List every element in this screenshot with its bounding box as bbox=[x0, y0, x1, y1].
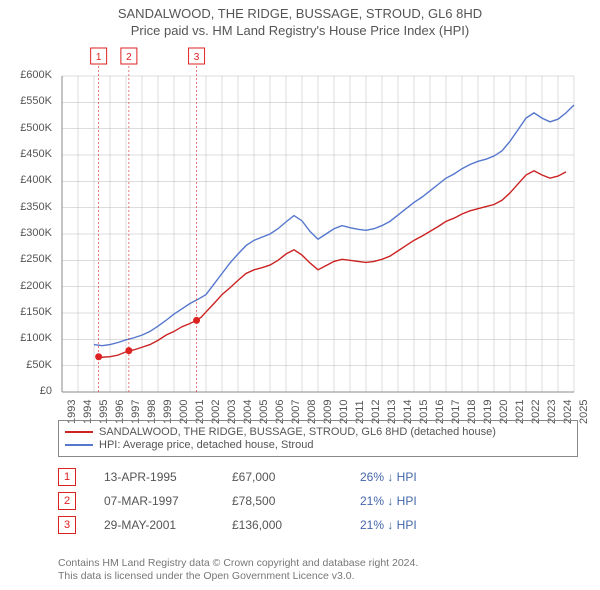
legend-label-hpi: HPI: Average price, detached house, Stro… bbox=[99, 439, 313, 451]
y-tick-label: £300K bbox=[2, 227, 52, 239]
legend-swatch-property bbox=[65, 431, 93, 433]
y-tick-label: £0 bbox=[2, 385, 52, 397]
y-tick-label: £100K bbox=[2, 332, 52, 344]
chart-title: SANDALWOOD, THE RIDGE, BUSSAGE, STROUD, … bbox=[0, 0, 600, 40]
y-tick-label: £50K bbox=[2, 359, 52, 371]
x-tick-label: 2025 bbox=[578, 400, 590, 424]
legend-swatch-hpi bbox=[65, 444, 93, 446]
event-row: 3 29-MAY-2001 £136,000 21% ↓ HPI bbox=[58, 516, 578, 534]
chart-svg: 1 2 3 bbox=[58, 46, 578, 406]
y-tick-label: £550K bbox=[2, 95, 52, 107]
y-tick-label: £450K bbox=[2, 148, 52, 160]
event-price: £136,000 bbox=[232, 518, 332, 532]
svg-text:2: 2 bbox=[126, 52, 132, 63]
y-tick-label: £350K bbox=[2, 201, 52, 213]
footer: Contains HM Land Registry data © Crown c… bbox=[58, 557, 418, 584]
title-line-1: SANDALWOOD, THE RIDGE, BUSSAGE, STROUD, … bbox=[0, 6, 600, 23]
event-badge: 1 bbox=[58, 468, 76, 486]
legend-row-hpi: HPI: Average price, detached house, Stro… bbox=[65, 439, 571, 451]
title-line-2: Price paid vs. HM Land Registry's House … bbox=[0, 23, 600, 40]
y-tick-label: £500K bbox=[2, 122, 52, 134]
event-badge: 2 bbox=[58, 492, 76, 510]
legend-row-property: SANDALWOOD, THE RIDGE, BUSSAGE, STROUD, … bbox=[65, 426, 571, 438]
legend-label-property: SANDALWOOD, THE RIDGE, BUSSAGE, STROUD, … bbox=[99, 426, 496, 438]
event-price: £78,500 bbox=[232, 494, 332, 508]
event-diff: 26% ↓ HPI bbox=[360, 470, 417, 484]
event-date: 13-APR-1995 bbox=[104, 470, 204, 484]
event-date: 07-MAR-1997 bbox=[104, 494, 204, 508]
footer-line-1: Contains HM Land Registry data © Crown c… bbox=[58, 557, 418, 571]
event-row: 2 07-MAR-1997 £78,500 21% ↓ HPI bbox=[58, 492, 578, 510]
event-list: 1 13-APR-1995 £67,000 26% ↓ HPI 2 07-MAR-1997… bbox=[58, 462, 578, 540]
svg-text:1: 1 bbox=[96, 52, 102, 63]
event-diff: 21% ↓ HPI bbox=[360, 494, 417, 508]
event-price: £67,000 bbox=[232, 470, 332, 484]
svg-text:3: 3 bbox=[194, 52, 200, 63]
y-tick-label: £600K bbox=[2, 69, 52, 81]
y-tick-label: £150K bbox=[2, 306, 52, 318]
event-badge: 3 bbox=[58, 516, 76, 534]
y-tick-label: £400K bbox=[2, 174, 52, 186]
y-tick-label: £200K bbox=[2, 280, 52, 292]
y-tick-label: £250K bbox=[2, 253, 52, 265]
event-diff: 21% ↓ HPI bbox=[360, 518, 417, 532]
legend: SANDALWOOD, THE RIDGE, BUSSAGE, STROUD, … bbox=[58, 420, 578, 457]
chart: 1 2 3 bbox=[58, 46, 578, 406]
event-row: 1 13-APR-1995 £67,000 26% ↓ HPI bbox=[58, 468, 578, 486]
event-date: 29-MAY-2001 bbox=[104, 518, 204, 532]
footer-line-2: This data is licensed under the Open Gov… bbox=[58, 570, 418, 584]
